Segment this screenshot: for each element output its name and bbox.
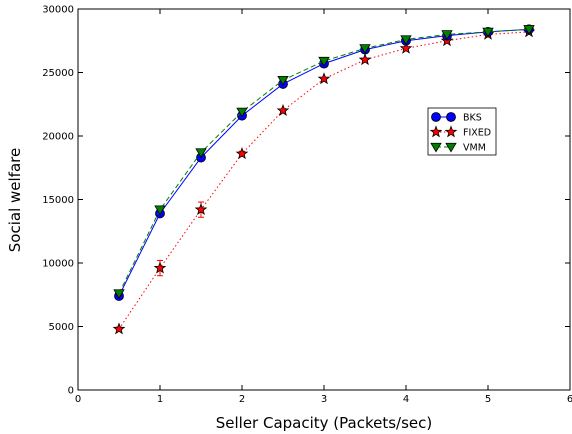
- data-point-vmm: [277, 75, 289, 86]
- x-tick-label: 0: [75, 394, 81, 405]
- axis-ticks: 0 1 2 3 4 5 6 0 5000 10000 15000 20000 25000 30000: [42, 5, 572, 406]
- x-tick-label: 3: [321, 394, 327, 405]
- y-tick-label: 20000: [42, 132, 74, 143]
- data-point-vmm: [400, 35, 412, 46]
- y-tick-label: 5000: [49, 322, 74, 333]
- y-tick-label: 0: [68, 386, 74, 397]
- data-point-fixed: [399, 41, 413, 54]
- data-point-vmm: [113, 289, 125, 300]
- legend: BKS FIXED VMM: [427, 107, 497, 156]
- y-axis-label: Social welfare: [6, 148, 24, 252]
- series-layer: [112, 24, 536, 335]
- data-point-fixed: [194, 203, 208, 216]
- data-point-fixed: [112, 322, 126, 335]
- x-tick-label: 4: [403, 394, 409, 405]
- data-point-fixed: [358, 53, 372, 66]
- y-tick-label: 15000: [42, 195, 74, 206]
- data-point-fixed: [317, 72, 331, 85]
- data-point-fixed: [153, 261, 167, 274]
- y-tick-label: 10000: [42, 259, 74, 270]
- x-tick-label: 5: [485, 394, 491, 405]
- series-vmm: [113, 25, 535, 300]
- legend-marker-fixed: [444, 125, 458, 138]
- data-point-vmm: [523, 25, 535, 35]
- data-point-vmm: [441, 30, 453, 40]
- legend-item-fixed: FIXED: [429, 125, 491, 139]
- legend-marker-bks: [446, 112, 456, 122]
- legend-marker-vmm: [445, 142, 457, 153]
- series-line-vmm: [118, 28, 530, 294]
- x-tick-label: 2: [239, 394, 245, 405]
- data-point-vmm: [236, 107, 248, 118]
- data-point-vmm: [359, 44, 371, 54]
- legend-item-vmm: VMM: [430, 142, 486, 154]
- x-tick-label: 1: [157, 394, 163, 405]
- series-line-fixed: [118, 31, 530, 330]
- legend-marker-bks: [431, 112, 441, 122]
- data-point-vmm: [482, 27, 494, 38]
- data-point-vmm: [154, 205, 166, 216]
- y-tick-label: 30000: [42, 5, 74, 16]
- data-point-vmm: [318, 56, 330, 67]
- legend-label-bks: BKS: [463, 113, 482, 124]
- data-point-vmm: [195, 148, 207, 159]
- legend-label-vmm: VMM: [463, 143, 486, 154]
- x-tick-label: 6: [567, 394, 572, 405]
- legend-label-fixed: FIXED: [463, 128, 491, 139]
- x-axis-label: Seller Capacity (Packets/sec): [216, 414, 433, 432]
- legend-item-bks: BKS: [431, 112, 482, 124]
- data-point-fixed: [235, 147, 249, 160]
- data-point-fixed: [276, 103, 290, 116]
- y-tick-label: 25000: [42, 68, 74, 79]
- legend-marker-fixed: [429, 125, 443, 138]
- legend-marker-vmm: [430, 142, 442, 153]
